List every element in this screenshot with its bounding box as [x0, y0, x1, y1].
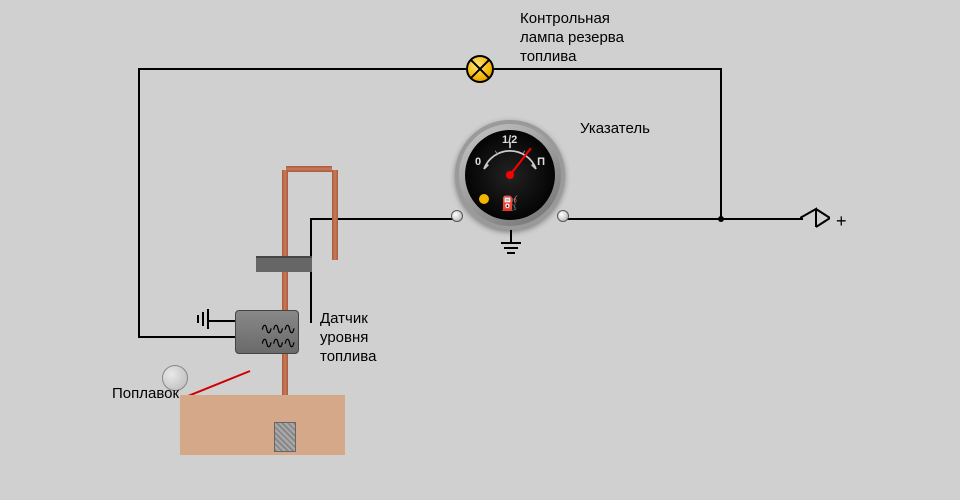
gauge-terminal-right [557, 210, 569, 222]
gauge-mark-full: П [537, 156, 545, 168]
sensor-coil-icon-2: ∿∿∿ [260, 333, 294, 352]
fuel-gauge: 0 1/2 П ⛽ [455, 120, 565, 230]
wire-sender-ground [208, 320, 238, 322]
wire-sender-left [138, 336, 238, 338]
gauge-mark-half: 1/2 [502, 134, 517, 146]
fuel-tank [180, 395, 345, 455]
ground-gauge [501, 242, 521, 256]
gauge-terminal-left [451, 210, 463, 222]
gauge-mark-empty: 0 [475, 156, 481, 168]
sensor-label: Датчик уровня топлива [320, 310, 376, 366]
plus-arrow [800, 207, 830, 234]
pipe-outlet-horz [286, 166, 332, 172]
ground-sensor [195, 309, 209, 329]
wire-gauge-right [563, 218, 803, 220]
gauge-reserve-dot [479, 194, 489, 204]
fuel-pump-icon: ⛽ [501, 195, 518, 212]
indicator-label: Указатель [580, 120, 650, 139]
warning-lamp [466, 55, 494, 83]
gauge-hub [506, 171, 514, 179]
wire-right-down [720, 68, 722, 220]
wire-left-down [138, 68, 140, 338]
fuel-strainer [274, 422, 296, 452]
sender-plate [256, 256, 312, 272]
float-label: Поплавок [112, 385, 179, 404]
plus-label: + [836, 210, 847, 233]
pipe-outlet-vert [332, 170, 338, 260]
wire-gauge-ground [510, 228, 512, 242]
wire-top-right [494, 68, 722, 70]
pipe-outlet-down [282, 170, 288, 260]
warning-lamp-label: Контрольная лампа резерва топлива [520, 10, 624, 66]
wire-top-left [138, 68, 466, 70]
wire-node-right [718, 216, 724, 222]
fuel-level-sensor: ∿∿∿ ∿∿∿ [235, 310, 299, 354]
